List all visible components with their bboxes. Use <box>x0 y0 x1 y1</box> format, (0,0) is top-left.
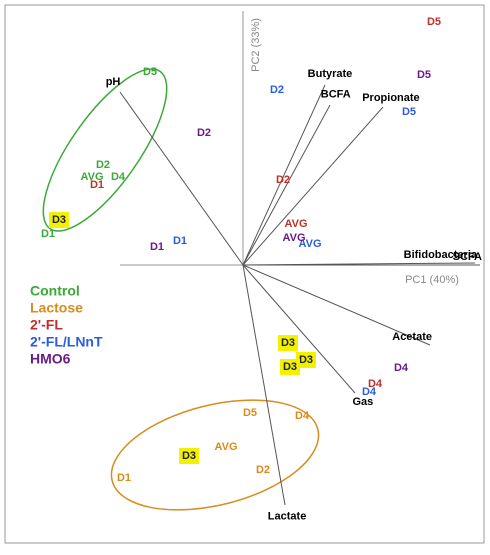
point-label: AVG <box>284 218 307 230</box>
group-ellipse <box>42 68 168 232</box>
group-ellipse <box>110 399 320 511</box>
point-label: D5 <box>417 69 431 81</box>
point-label: D5 <box>243 407 257 419</box>
point-label: D3 <box>52 214 66 226</box>
loading-label: Bifidobacteria <box>404 249 478 261</box>
loading-label: Propionate <box>362 92 419 104</box>
point-label: D1 <box>173 235 187 247</box>
highlight <box>179 448 199 464</box>
point-label: D3 <box>283 361 297 373</box>
x-axis-label: PC1 (40%) <box>405 274 459 286</box>
loading-vector <box>242 104 331 266</box>
point-label: D1 <box>117 472 131 484</box>
point-label: D3 <box>281 337 295 349</box>
legend-entry: 2'-FL <box>30 317 63 333</box>
point-label: D1 <box>150 241 164 253</box>
point-label: AVG <box>282 232 305 244</box>
highlight <box>280 359 300 375</box>
loading-vector <box>242 84 326 266</box>
point-label: D1 <box>41 228 55 240</box>
point-label: D4 <box>111 171 126 183</box>
loading-vector <box>242 264 431 346</box>
point-label: D1 <box>90 179 104 191</box>
loading-vector <box>242 106 384 266</box>
point-label: D2 <box>276 174 290 186</box>
legend-entry: HMO6 <box>30 351 71 367</box>
highlight <box>296 352 316 368</box>
legend-entry: Control <box>30 283 80 299</box>
point-label: D2 <box>96 159 110 171</box>
loading-label: Acetate <box>392 331 432 343</box>
loading-vector <box>119 91 244 266</box>
point-label: D2 <box>270 84 284 96</box>
loading-label: Gas <box>353 396 374 408</box>
legend-entry: Lactose <box>30 300 83 316</box>
point-label: D5 <box>143 66 157 78</box>
loading-label: BCFA <box>321 88 351 100</box>
loading-label: SCFA <box>453 251 482 263</box>
point-label: D3 <box>182 450 196 462</box>
point-label: AVG <box>214 441 237 453</box>
loading-label: Butyrate <box>308 68 353 80</box>
point-label: D4 <box>394 362 409 374</box>
point-label: D4 <box>368 378 383 390</box>
loading-label: Lactate <box>268 511 307 523</box>
point-label: AVG <box>80 171 103 183</box>
point-label: D2 <box>197 127 211 139</box>
point-label: AVG <box>298 238 321 250</box>
point-label: D4 <box>362 386 377 398</box>
highlight <box>278 335 298 351</box>
loading-vector <box>242 264 286 506</box>
point-label: D5 <box>402 106 416 118</box>
loading-vector <box>242 264 356 394</box>
point-label: D5 <box>427 16 441 28</box>
loading-label: pH <box>106 76 121 88</box>
point-label: D3 <box>299 354 313 366</box>
legend-entry: 2'-FL/LNnT <box>30 334 103 350</box>
y-axis-label: PC2 (33%) <box>250 18 262 72</box>
point-label: D2 <box>256 464 270 476</box>
point-label: D4 <box>295 410 310 422</box>
highlight <box>49 212 69 228</box>
